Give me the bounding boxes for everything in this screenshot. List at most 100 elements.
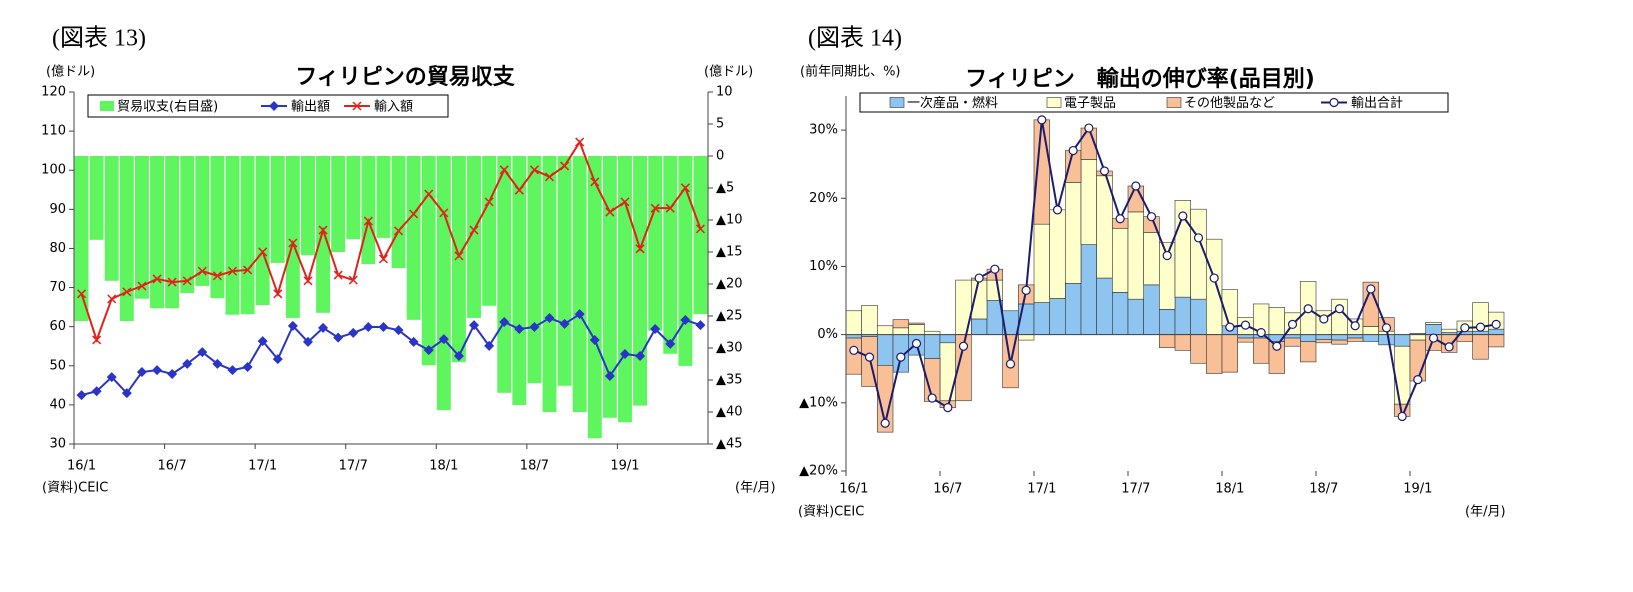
point <box>257 336 268 347</box>
point <box>575 137 585 147</box>
bar <box>467 156 481 318</box>
point <box>408 336 419 347</box>
y2-tick-label: ▲45 <box>716 437 743 452</box>
point <box>484 340 495 351</box>
y-tick-label: 30% <box>809 123 838 138</box>
bar <box>663 156 678 354</box>
bar <box>1018 334 1035 341</box>
bar <box>845 334 862 339</box>
x-tick-label: 17/7 <box>1121 482 1150 497</box>
point <box>1162 250 1172 261</box>
point <box>880 418 890 428</box>
point <box>1068 145 1078 156</box>
y2-axis-label: (億ドル) <box>704 64 753 80</box>
point <box>1099 166 1110 176</box>
bar <box>210 156 225 299</box>
point <box>469 320 480 331</box>
line <box>853 119 1497 424</box>
bar <box>421 156 436 366</box>
bar <box>618 156 632 423</box>
y-axis-label: (億ドル) <box>46 64 95 80</box>
bar <box>104 156 119 281</box>
point <box>152 365 163 376</box>
legend-label: 輸出合計 <box>1351 95 1403 111</box>
bar <box>1284 334 1301 339</box>
bar <box>1159 309 1176 335</box>
point <box>378 322 389 333</box>
bar <box>1300 334 1317 342</box>
point <box>394 226 404 236</box>
bar <box>1143 284 1160 335</box>
bar <box>150 156 164 309</box>
point <box>1209 273 1219 283</box>
line <box>80 139 702 344</box>
y-tick-label: ▲10% <box>799 395 838 410</box>
point <box>1131 181 1141 191</box>
bar <box>331 156 346 252</box>
bar <box>361 156 376 265</box>
point <box>1329 97 1339 108</box>
point <box>137 281 147 291</box>
point <box>1178 211 1188 221</box>
y2-tick-label: ▲15 <box>716 245 743 260</box>
point <box>1052 205 1063 215</box>
y-tick-label: 0% <box>817 327 838 342</box>
y2-tick-label: ▲40 <box>716 405 743 420</box>
point <box>1444 342 1454 352</box>
bar <box>1049 298 1066 335</box>
point <box>695 224 705 234</box>
y2-tick-label: ▲10 <box>716 213 743 228</box>
bar <box>74 156 89 322</box>
bar <box>587 156 602 439</box>
bar <box>892 319 909 329</box>
bar <box>693 156 708 315</box>
point <box>152 274 162 284</box>
point <box>1319 314 1329 324</box>
y-tick-label: 50 <box>49 358 66 373</box>
y-tick-label: 70 <box>49 280 66 295</box>
point <box>1366 284 1376 294</box>
point <box>499 165 509 175</box>
bar <box>1127 211 1144 300</box>
bar <box>1065 283 1082 335</box>
point <box>514 185 524 195</box>
y-tick-label: 110 <box>41 124 66 139</box>
point <box>1460 323 1470 333</box>
y-tick-label: 60 <box>49 319 66 334</box>
point <box>469 225 479 235</box>
bar <box>451 156 466 363</box>
point <box>529 322 540 333</box>
point <box>927 393 937 403</box>
point <box>974 273 984 283</box>
bar <box>1206 334 1223 374</box>
bar <box>119 156 134 322</box>
bar <box>195 156 210 286</box>
bar <box>391 156 406 268</box>
bar <box>1065 150 1082 183</box>
y2-tick-label: ▲5 <box>716 181 734 196</box>
bar <box>939 334 956 344</box>
y2-tick-label: 0 <box>716 149 724 164</box>
bar <box>1362 334 1379 342</box>
chart-title: フィリピン 輸出の伸び率(品目別) <box>965 66 1315 92</box>
point <box>1491 319 1501 330</box>
point <box>439 208 449 218</box>
bar <box>1080 159 1097 245</box>
point <box>182 276 192 286</box>
bar <box>1409 334 1426 341</box>
point <box>1428 333 1439 343</box>
bar <box>225 156 240 315</box>
bar <box>877 325 894 335</box>
bar <box>482 156 497 306</box>
point <box>990 264 1000 274</box>
point <box>352 101 362 111</box>
point <box>1021 285 1031 295</box>
y2-tick-label: 10 <box>716 85 733 100</box>
bar <box>1096 175 1113 279</box>
y2-tick-label: ▲20 <box>716 277 743 292</box>
bar <box>301 156 315 256</box>
point <box>318 225 328 235</box>
bar <box>892 327 909 335</box>
bar <box>1409 339 1426 382</box>
